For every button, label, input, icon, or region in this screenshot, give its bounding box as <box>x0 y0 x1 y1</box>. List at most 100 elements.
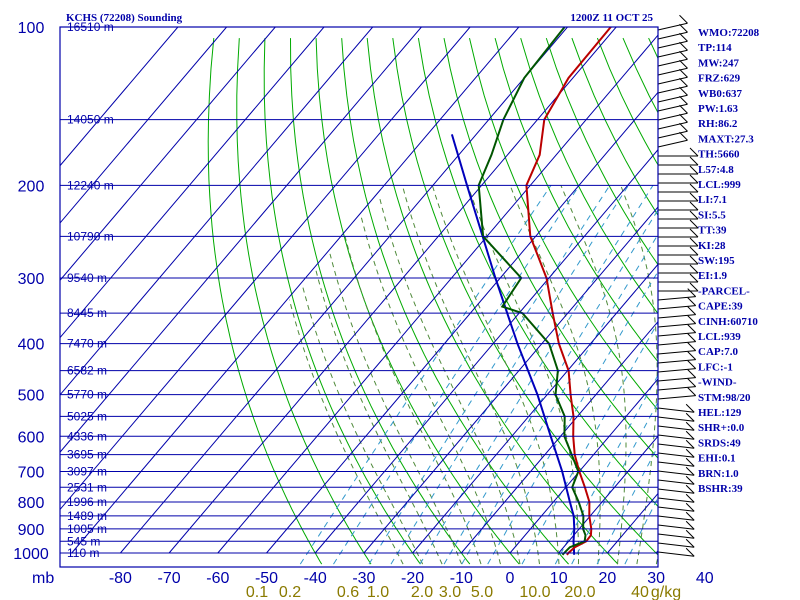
mixing-ratio-label: 0.6 <box>337 584 359 600</box>
wind-barb-flag <box>685 421 695 431</box>
wind-barb-flag <box>689 255 699 265</box>
isotherm <box>60 27 179 167</box>
temperature-tick-label: -10 <box>450 570 473 587</box>
index-entry: TT:39 <box>698 225 727 237</box>
wind-barb <box>657 85 688 94</box>
mixing-ratio-line <box>390 185 629 565</box>
wind-barb-flag <box>679 113 688 123</box>
index-entry: CINH:60710 <box>698 316 758 328</box>
wind-barb <box>657 551 695 557</box>
temperature-tick-label: 20 <box>599 570 617 587</box>
wind-barb <box>657 323 696 328</box>
chart-frame <box>59 26 659 568</box>
wind-barb <box>657 103 688 112</box>
index-entry: CAPE:39 <box>698 301 743 313</box>
wind-barb-flag <box>689 264 699 274</box>
wind-barb-flag <box>679 86 688 96</box>
wind-barb-flag <box>687 333 697 343</box>
mixing-ratio-line <box>657 562 658 565</box>
wind-barb-flag <box>687 378 697 388</box>
index-entry: BRN:1.0 <box>698 468 739 480</box>
wind-barb <box>657 542 695 548</box>
dry-adiabat <box>777 38 800 564</box>
wind-barb-flag <box>689 237 699 247</box>
index-entry: HEL:129 <box>698 407 742 419</box>
wind-barb <box>657 22 688 31</box>
mixing-ratio-line <box>571 401 658 565</box>
moist-adiabat <box>315 270 443 565</box>
dry-adiabat <box>443 38 658 459</box>
wind-barb <box>657 58 688 67</box>
isotherm <box>412 263 658 554</box>
pressure-tick-label: 600 <box>18 429 45 446</box>
temperature-tick-label: 0 <box>506 570 515 587</box>
wind-barb-flag <box>689 201 699 211</box>
wind-barb <box>657 49 688 58</box>
pressure-tick-label: 900 <box>18 522 45 539</box>
index-entry: WB0:637 <box>698 88 743 100</box>
wind-barb-flag <box>687 288 697 298</box>
dry-adiabat <box>236 38 372 565</box>
wind-barb-flag <box>687 360 697 370</box>
pressure-tick-label: 700 <box>18 465 45 482</box>
wind-barb <box>657 407 695 413</box>
mixing-ratio-line <box>521 321 658 565</box>
isobars <box>59 26 659 568</box>
moist-adiabat <box>401 185 540 565</box>
wind-barb-flag <box>685 448 695 458</box>
temperature-tick-label: -50 <box>255 570 278 587</box>
index-entry: SRDS:49 <box>698 437 741 449</box>
wind-barb-flag <box>689 147 699 157</box>
wind-barb <box>657 515 695 521</box>
wind-barb <box>657 359 696 364</box>
mixing-ratio-line <box>596 445 658 565</box>
wind-barb <box>657 94 688 103</box>
mixing-ratio-lines <box>299 185 658 565</box>
mixing-ratio-label: 0.2 <box>279 584 301 600</box>
pressure-tick-label: 100 <box>18 20 45 37</box>
indices-panel: WMO:72208 TP:114 MW:247 FRZ:629 WB0:637 PW:1.… <box>698 27 760 495</box>
wind-barb <box>657 452 695 458</box>
wind-barb-flag <box>685 529 695 539</box>
wind-barb-flag <box>689 210 699 220</box>
wind-barb-flag <box>685 520 695 530</box>
mixing-ratio-line <box>461 233 658 565</box>
wind-barb <box>657 425 695 431</box>
wind-barb-flag <box>685 457 695 467</box>
pressure-tick-label: 500 <box>18 388 45 405</box>
mixing-ratio-line <box>333 185 580 565</box>
index-entry: LCL:999 <box>698 179 741 191</box>
wind-barb <box>657 395 696 400</box>
moist-adiabat <box>620 185 658 565</box>
index-entry: MW:247 <box>698 57 739 69</box>
wind-barb-flag <box>679 131 688 141</box>
moist-adiabat <box>360 217 501 565</box>
index-entry: SHR+:0.0 <box>698 422 745 434</box>
wind-barb <box>657 67 688 76</box>
wind-barb-flag <box>679 41 688 51</box>
mixing-ratio-label: 2.0 <box>411 584 433 600</box>
mixing-ratio-line <box>368 185 611 565</box>
wind-barb-flag <box>679 23 688 33</box>
wind-barb-flag <box>689 156 699 166</box>
index-entry: LI:7.1 <box>698 194 727 206</box>
wind-barb-flag <box>689 183 699 193</box>
moist-adiabat <box>301 285 424 565</box>
temperature-tick-label: 40 <box>696 570 714 587</box>
wind-barb-flag <box>689 165 699 175</box>
mixing-ratio-label: 40 <box>631 584 649 600</box>
wind-barb-flag <box>679 122 688 132</box>
mixing-ratio-label: 20.0 <box>564 584 595 600</box>
pressure-tick-label: 800 <box>18 495 45 512</box>
wind-barb-flag <box>679 50 688 60</box>
index-entry: SW:195 <box>698 255 735 267</box>
isotherm <box>60 27 227 224</box>
wind-barb-flag <box>685 484 695 494</box>
dry-adiabat <box>751 38 800 564</box>
moist-adiabat <box>560 185 627 565</box>
mixing-ratio-line <box>554 374 658 565</box>
isotherm <box>754 27 800 553</box>
moist-adiabat <box>329 253 463 565</box>
wind-barb <box>657 470 695 476</box>
mixing-ratio-label: 3.0 <box>439 584 461 600</box>
